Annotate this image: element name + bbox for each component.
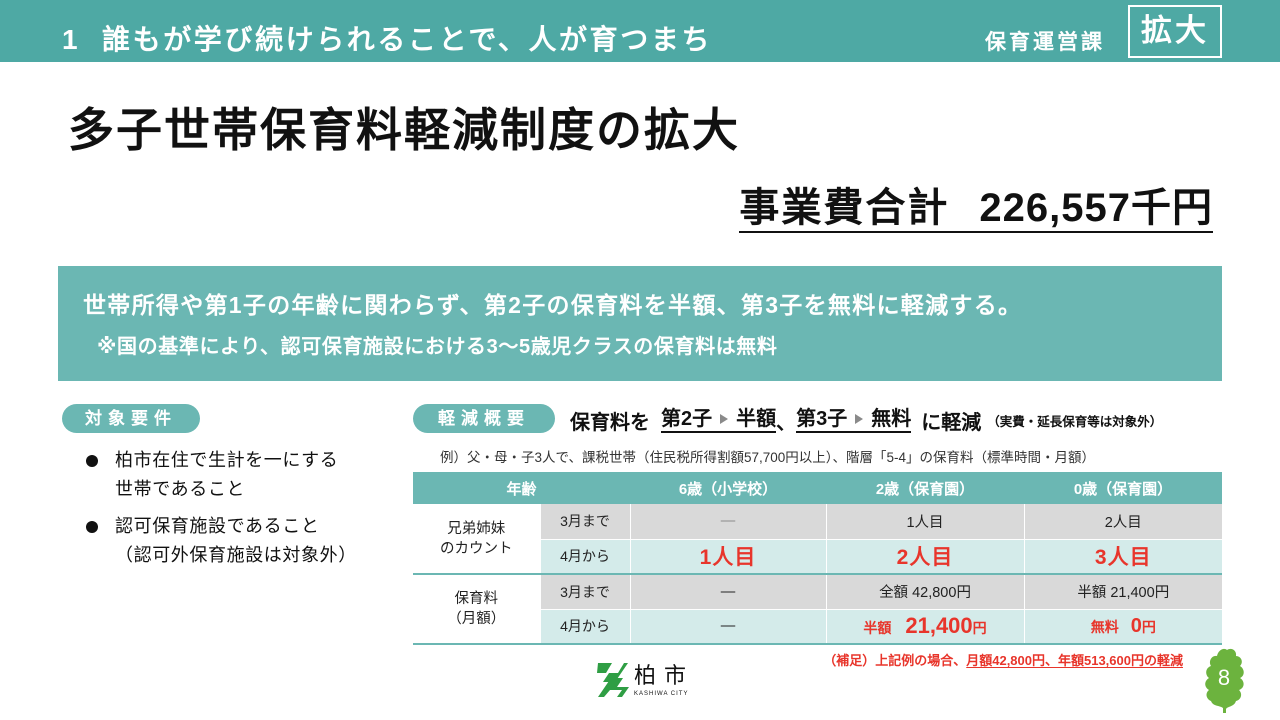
table-cell: 無料 0円 bbox=[1023, 608, 1223, 645]
table-cell: — bbox=[629, 608, 827, 645]
fee-comparison-table: 年齢 6歳（小学校） 2歳（保育園） 0歳（保育園） 兄弟姉妹 のカウント 3月… bbox=[413, 472, 1223, 645]
fee-unit: 円 bbox=[972, 620, 987, 637]
reduction-lead: 保育料を bbox=[570, 411, 650, 434]
arrow-right-icon bbox=[720, 413, 729, 424]
list-item: 認可保育施設であること （認可外保育施設は対象外） bbox=[86, 512, 357, 570]
second-child-label: 第2子 bbox=[661, 407, 713, 430]
row-group-label-line: （月額） bbox=[447, 611, 506, 627]
highlight-value: 3人目 bbox=[1094, 546, 1152, 570]
period-cell: 3月まで bbox=[539, 504, 631, 539]
table-row: 4月から — 半額 21,400円 無料 0円 bbox=[413, 608, 1223, 645]
table-cell: 半額 21,400円 bbox=[825, 608, 1025, 645]
list-item: 柏市在住で生計を一にする 世帯であること bbox=[86, 446, 338, 504]
summary-main-text: 世帯所得や第1子の年齢に関わらず、第2子の保育料を半額、第3子を無料に軽減する。 bbox=[83, 292, 1023, 318]
footnote-prefix: （補足）上記例の場合、 bbox=[823, 653, 967, 668]
budget-total: 事業費合計 226,557千円 bbox=[739, 185, 1213, 233]
list-item-line: 認可保育施設であること bbox=[115, 516, 320, 536]
row-group-label-line: 兄弟姉妹 bbox=[447, 520, 506, 537]
row-group-label-line: のカウント bbox=[440, 540, 513, 557]
city-logo: 柏市 KASHIWA CITY bbox=[595, 660, 695, 702]
table-cell: 1人目 bbox=[629, 538, 827, 575]
logo-name: 柏市 bbox=[634, 663, 695, 688]
column-header-age-0: 0歳（保育園） bbox=[1024, 472, 1223, 504]
row-group-label-monthly-fee: 保育料 （月額） bbox=[413, 574, 540, 645]
highlight-value: 2人目 bbox=[896, 546, 954, 570]
list-item-line: （認可外保育施設は対象外） bbox=[115, 545, 357, 565]
column-header-age-2: 2歳（保育園） bbox=[826, 472, 1025, 504]
table-cell: — bbox=[629, 574, 827, 609]
table-row: 兄弟姉妹 のカウント 3月まで — 1人目 2人目 bbox=[413, 504, 1223, 575]
period-cell: 4月から bbox=[539, 538, 631, 575]
table-cell: 全額 42,800円 bbox=[825, 574, 1025, 609]
page-title: 多子世帯保育料軽減制度の拡大 bbox=[68, 104, 740, 156]
reduction-label: 軽減概要 bbox=[413, 404, 555, 433]
table-cell: 2人目 bbox=[825, 538, 1025, 575]
list-item-line: 柏市在住で生計を一にする bbox=[115, 450, 339, 470]
second-child-rule: 第2子 半額 bbox=[661, 407, 777, 433]
example-caption: 例）父・母・子3人で、課税世帯（住民税所得割額57,700円以上）、階層「5-4… bbox=[440, 450, 1096, 465]
third-child-label: 第3子 bbox=[796, 407, 848, 430]
fee-prefix: 半額 bbox=[863, 620, 892, 637]
separator: 、 bbox=[776, 411, 797, 434]
reduction-tail: に軽減 bbox=[921, 411, 982, 434]
budget-amount: 226,557千円 bbox=[979, 186, 1213, 230]
table-cell: 1人目 bbox=[825, 504, 1025, 539]
department-name: 保育運営課 bbox=[985, 31, 1105, 54]
status-badge: 拡大 bbox=[1128, 5, 1222, 58]
table-row: 保育料 （月額） 3月まで — 全額 42,800円 半額 21,400円 bbox=[413, 574, 1223, 645]
column-header-age-6: 6歳（小学校） bbox=[630, 472, 827, 504]
table-cell: 半額 21,400円 bbox=[1023, 574, 1223, 609]
second-child-result: 半額 bbox=[736, 407, 777, 430]
budget-label: 事業費合計 bbox=[739, 186, 950, 230]
fee-amount: 0 bbox=[1130, 614, 1142, 637]
row-group-label-line: 保育料 bbox=[454, 591, 499, 607]
list-item-line: 世帯であること bbox=[115, 479, 246, 499]
leaf-icon bbox=[1205, 648, 1244, 713]
footnote: （補足）上記例の場合、月額42,800円、年額513,600円の軽減 bbox=[823, 653, 1183, 669]
summary-box: 世帯所得や第1子の年齢に関わらず、第2子の保育料を半額、第3子を無料に軽減する。… bbox=[58, 266, 1222, 381]
third-child-result: 無料 bbox=[871, 407, 912, 430]
table-cell: 2人目 bbox=[1023, 504, 1223, 539]
bullet-icon bbox=[86, 520, 98, 533]
row-group-label-sibling-count: 兄弟姉妹 のカウント bbox=[413, 504, 540, 575]
period-cell: 3月まで bbox=[539, 574, 631, 609]
summary-note: ※国の基準により、認可保育施設における3～5歳児クラスの保育料は無料 bbox=[97, 336, 778, 358]
city-emblem-icon bbox=[597, 663, 629, 697]
bullet-icon bbox=[86, 454, 98, 467]
third-child-rule: 第3子 無料 bbox=[796, 407, 912, 433]
period-cell: 4月から bbox=[539, 608, 631, 645]
fee-prefix: 無料 bbox=[1090, 618, 1119, 635]
reduction-summary: 保育料を 第2子 半額 、 第3子 無料 に軽減 （実費・延長保育等は対象外） bbox=[570, 406, 1162, 434]
fee-amount: 21,400 bbox=[905, 613, 973, 639]
column-header-age: 年齢 bbox=[413, 472, 631, 504]
header-bar: 1 誰もが学び続けられることで、人が育つまち 保育運営課 拡大 bbox=[0, 0, 1280, 62]
reduction-note: （実費・延長保育等は対象外） bbox=[987, 414, 1163, 429]
logo-subtitle: KASHIWA CITY bbox=[634, 691, 689, 697]
footnote-emphasis: 月額42,800円、年額513,600円の軽減 bbox=[966, 653, 1183, 668]
eligibility-label: 対象要件 bbox=[62, 404, 200, 433]
arrow-right-icon bbox=[855, 413, 864, 424]
table-row: 4月から 1人目 2人目 3人目 bbox=[413, 538, 1223, 575]
section-number: 1 bbox=[62, 24, 78, 55]
table-cell: 3人目 bbox=[1023, 538, 1223, 575]
page-number: 8 bbox=[1217, 665, 1231, 690]
section-title: 誰もが学び続けられることで、人が育つまち bbox=[102, 24, 713, 55]
table-header-row: 年齢 6歳（小学校） 2歳（保育園） 0歳（保育園） bbox=[413, 472, 1223, 504]
table-cell: — bbox=[629, 504, 827, 539]
fee-unit: 円 bbox=[1141, 618, 1156, 635]
page-number-badge: 8 bbox=[1203, 645, 1245, 713]
highlight-value: 1人目 bbox=[699, 546, 757, 570]
